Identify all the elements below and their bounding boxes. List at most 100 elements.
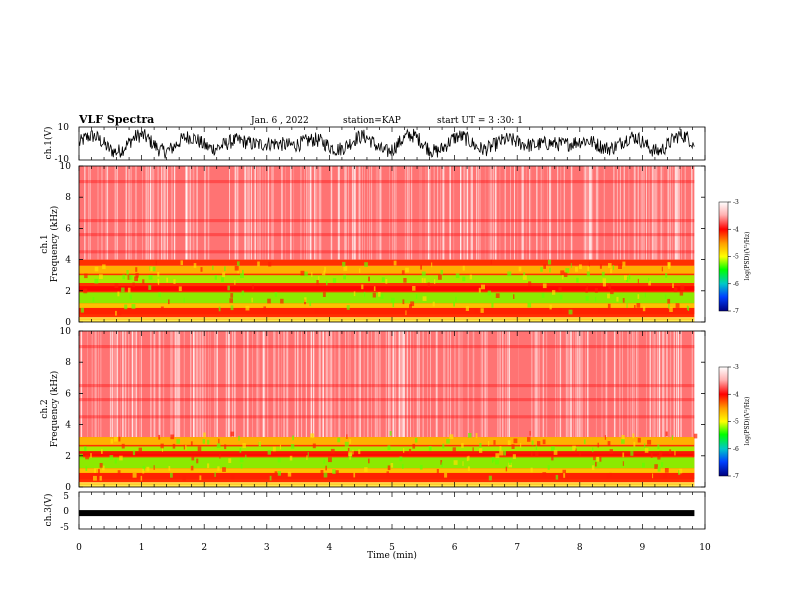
spectro-patch — [224, 266, 226, 272]
spectro-patch — [157, 272, 160, 277]
freq-tick-label: 2 — [65, 452, 71, 462]
spectro-striation — [225, 331, 228, 438]
spectro-striation — [534, 331, 536, 438]
station-label: station=KAP — [343, 116, 401, 126]
spectro-striation — [591, 166, 593, 260]
spectro-striation — [256, 331, 259, 438]
spectro-patch — [518, 266, 522, 272]
spectro-striation — [145, 166, 146, 260]
spectro-striation — [484, 331, 486, 438]
spectro-patch — [495, 453, 500, 458]
spectro-patch — [692, 452, 695, 458]
spectro-band-3 — [79, 317, 695, 322]
spectro-patch — [219, 453, 221, 459]
spectro-striation — [267, 166, 270, 260]
spectro-striation — [197, 331, 199, 438]
spectro-striation — [681, 166, 682, 260]
spectro-striation — [407, 166, 409, 260]
spectro-patch — [346, 305, 350, 310]
spectro-patch — [657, 466, 661, 472]
spectro-patch — [679, 468, 683, 474]
spectro-striation — [658, 331, 661, 438]
spectro-patch — [323, 472, 328, 478]
spectro-patch — [230, 431, 235, 437]
spectro-patch — [453, 460, 458, 465]
spectro-striation — [375, 166, 377, 260]
spectro-striation — [673, 331, 675, 438]
spectro-patch — [290, 444, 295, 449]
spectro-striation — [297, 331, 299, 438]
spectro-striation — [576, 331, 578, 438]
spectro-striation — [416, 331, 418, 438]
spectro-patch — [505, 466, 508, 472]
spectro-striation — [128, 331, 130, 438]
spectro-patch — [267, 298, 271, 304]
spectro-striation — [485, 331, 487, 438]
spectro-line — [79, 250, 695, 254]
spectro-patch — [332, 278, 337, 283]
spectro-striation — [637, 331, 639, 438]
spectro-striation — [522, 166, 524, 260]
spectro-striation — [667, 166, 669, 260]
spectro-patch — [431, 262, 433, 268]
spectro-striation — [135, 331, 137, 438]
spectro-striation — [371, 331, 372, 438]
spectro-patch — [347, 447, 350, 453]
spectro-layer — [79, 472, 695, 480]
ch2-colorbar-label: log(PSD)(V²/Hz) — [744, 397, 751, 446]
spectro-striation — [162, 166, 163, 260]
freq-tick-label: 8 — [65, 358, 71, 368]
spectro-striation — [417, 331, 420, 438]
spectro-striation — [430, 166, 431, 260]
spectro-patch — [240, 463, 243, 469]
spectro-striation — [470, 166, 472, 260]
spectro-striation — [504, 166, 506, 260]
spectro-patch — [672, 283, 674, 288]
spectro-striation — [186, 166, 188, 260]
spectro-patch — [618, 264, 622, 269]
spectro-patch — [626, 277, 629, 282]
spectro-striation — [410, 331, 411, 438]
spectro-striation — [204, 331, 206, 438]
colorbar-tick-label: -5 — [733, 254, 739, 261]
spectro-striation — [234, 331, 236, 438]
spectro-patch — [212, 265, 214, 271]
spectro-patch — [267, 450, 271, 455]
spectro-striation — [480, 331, 483, 438]
spectro-striation — [259, 166, 261, 260]
spectro-striation — [435, 331, 437, 438]
spectro-striation — [358, 166, 360, 260]
spectro-striation — [634, 166, 635, 260]
x-tick-label: 1 — [139, 543, 145, 553]
spectro-striation — [632, 331, 634, 438]
spectro-striation — [147, 166, 149, 260]
spectro-striation — [316, 166, 318, 260]
spectro-striation — [319, 166, 321, 260]
spectro-patch — [321, 270, 326, 276]
spectro-patch — [373, 286, 376, 291]
spectro-patch — [162, 447, 163, 452]
ch1-ytick-top: 10 — [58, 123, 70, 133]
spectro-striation — [587, 331, 589, 438]
spectro-patch — [364, 467, 368, 472]
spectro-striation — [330, 166, 333, 260]
spectro-patch — [436, 469, 439, 474]
spectro-striation — [101, 166, 103, 260]
spectro-patch — [610, 289, 614, 295]
spectro-patch — [564, 272, 568, 277]
colorbar-tick-label: -5 — [733, 419, 739, 426]
spectro-striation — [379, 166, 381, 260]
spectro-patch — [608, 284, 611, 289]
spectro-patch — [240, 273, 244, 278]
spectro-striation — [634, 331, 635, 438]
spectro-patch — [550, 446, 555, 451]
spectro-striation — [579, 331, 581, 438]
spectro-patch — [575, 267, 578, 272]
spectro-patch — [117, 470, 121, 475]
ch3-ylabel: ch.3(V) — [43, 494, 54, 527]
spectro-patch — [608, 263, 612, 268]
spectro-striation — [362, 166, 363, 260]
spectro-patch — [599, 264, 602, 269]
spectro-patch — [468, 433, 472, 438]
spectro-striation — [480, 166, 481, 260]
